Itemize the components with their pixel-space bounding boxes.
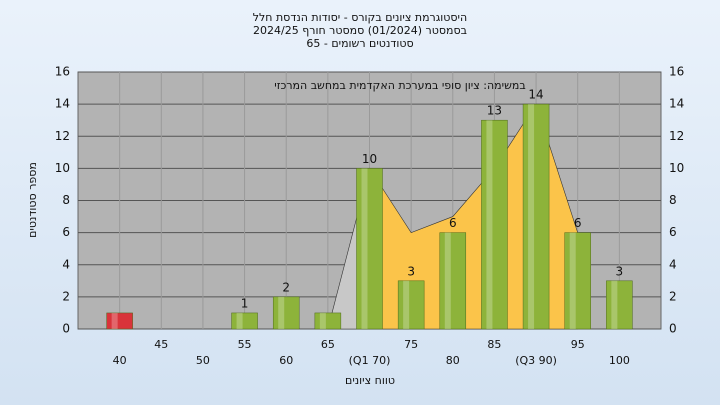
x-tick-label: (Q3 90) <box>515 354 557 367</box>
y2-tick-label: 6 <box>669 225 677 239</box>
x-tick-label: 75 <box>404 338 418 351</box>
y-tick-label: 0 <box>62 322 70 336</box>
bar-highlight <box>569 232 576 329</box>
y2-tick-label: 0 <box>669 322 677 336</box>
x-tick-label: 95 <box>571 338 585 351</box>
data-label: 13 <box>487 104 502 118</box>
y2-tick-label: 8 <box>669 193 677 207</box>
x-tick-label: 100 <box>609 354 630 367</box>
y-tick-label: 2 <box>62 289 70 303</box>
data-label: 1 <box>241 296 249 310</box>
data-label: 3 <box>616 264 624 278</box>
x-tick-label: 50 <box>196 354 210 367</box>
bar-highlight <box>611 280 618 329</box>
y-tick-label: 10 <box>55 161 70 175</box>
y-tick-label: 6 <box>62 225 70 239</box>
y-axis-label: מספר סטודנטים <box>26 162 39 238</box>
x-tick-label: 45 <box>154 338 168 351</box>
y2-tick-label: 14 <box>669 97 684 111</box>
data-label: 3 <box>407 264 415 278</box>
y2-tick-label: 2 <box>669 289 677 303</box>
bar-highlight <box>236 312 243 329</box>
x-tick-label: (Q1 70) <box>349 354 391 367</box>
y-tick-label: 16 <box>55 65 70 79</box>
chart-subtitle: סטודנטים רשומים - 65 <box>306 37 413 50</box>
bar-highlight <box>528 104 535 329</box>
data-label: 6 <box>449 216 457 230</box>
bar <box>356 168 383 330</box>
bar-highlight <box>444 232 451 329</box>
y2-tick-label: 10 <box>669 161 684 175</box>
x-tick-label: 40 <box>113 354 127 367</box>
x-axis-label: טווח ציונים <box>345 374 395 387</box>
bar-highlight <box>111 312 118 329</box>
data-label: 6 <box>574 216 582 230</box>
plot: 0 0 2 2 4 4 6 6 8 8 10 10 12 12 14 14 16 16 40 45 50 55 1 60 2 65… <box>55 65 685 368</box>
bar <box>231 312 258 330</box>
chart-subtitle: בסמסטר (01/2024) סמסטר חורף 2024/25 <box>253 24 467 37</box>
y2-tick-label: 4 <box>669 257 677 271</box>
bar-highlight <box>319 312 326 329</box>
y2-tick-label: 12 <box>669 129 684 143</box>
bar <box>439 232 467 330</box>
y-tick-label: 14 <box>55 97 70 111</box>
bar <box>481 119 508 330</box>
y2-tick-label: 16 <box>669 65 684 79</box>
data-label: 2 <box>282 280 290 294</box>
bar <box>606 280 633 330</box>
bar <box>522 103 550 330</box>
x-tick-label: 80 <box>446 354 460 367</box>
chart-title: היסטוגרמת ציונים בקורס - יסודות הנדסת חל… <box>253 11 467 24</box>
x-tick-label: 60 <box>279 354 293 367</box>
y-tick-label: 4 <box>62 257 70 271</box>
x-tick-label: 65 <box>321 338 335 351</box>
bar <box>272 296 300 330</box>
bar <box>397 280 425 330</box>
annotation: במשימה: ציון סופי במערכת האקדמית במחשב ה… <box>274 79 525 92</box>
bar-highlight <box>403 280 410 329</box>
bar-highlight <box>486 120 493 329</box>
bar-highlight <box>361 168 368 329</box>
bar <box>106 312 133 330</box>
bar <box>564 232 591 330</box>
data-label: 10 <box>362 152 377 166</box>
x-tick-label: 55 <box>238 338 252 351</box>
bar <box>314 312 342 330</box>
y-tick-label: 8 <box>62 193 70 207</box>
x-tick-label: 85 <box>487 338 501 351</box>
y-tick-label: 12 <box>55 129 70 143</box>
bar-highlight <box>278 296 285 329</box>
data-label: 14 <box>528 88 543 102</box>
